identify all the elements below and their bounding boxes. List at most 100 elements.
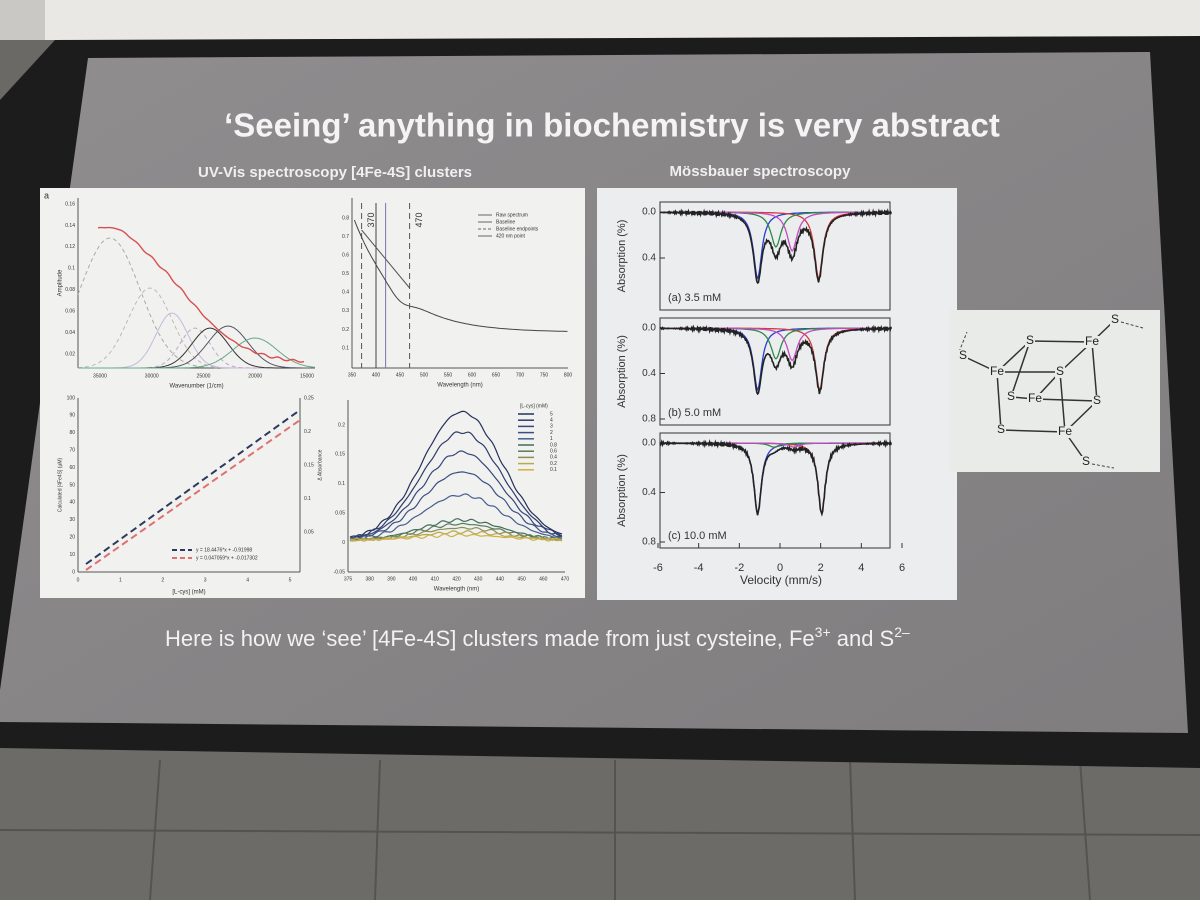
atom-label: Fe [1028,391,1042,405]
y-axis-label: Absorption (%) [616,220,628,293]
caption-sup: 2– [894,624,910,640]
y-tick-label: 0.6 [342,252,349,258]
atom-bg [958,350,968,362]
atom-bg [1006,391,1016,403]
bond [1029,340,1093,343]
y-tick-label: 0.15 [335,452,345,458]
atom-label: S [959,348,967,362]
atom-label: S [1007,389,1015,403]
fit-component [77,237,315,369]
legend-label: 420 nm point [496,233,526,239]
y-tick-label: 0.7 [342,234,349,240]
bond-dashed [1120,321,1144,329]
y-tick-label: 0.02 [65,351,75,357]
y-tick-label: -0.05 [334,569,346,575]
atom-bg [1084,336,1100,348]
y2-tick-label: 0.05 [304,529,314,535]
atom-label: Fe [990,364,1004,378]
y-tick-label: 30 [69,517,75,523]
legend-label: Raw spectrum [496,212,528,218]
atom-label: S [1026,333,1034,347]
atom-label: S [1093,393,1101,407]
y-axis-label: Amplitude [58,269,64,296]
x-tick-label: 5 [289,577,292,583]
x-tick-label: 4 [858,562,864,574]
atom-label: Fe [1058,424,1072,438]
x-tick-label: 700 [516,372,525,378]
x-tick-label: 0 [77,577,80,583]
x-tick-label: 400 [372,372,381,378]
legend-label: 4 [550,418,553,424]
x-tick-label: 470 [561,576,570,582]
bond [996,371,1002,431]
y-tick-label: 50 [69,482,75,488]
x-tick-label: 30000 [145,373,159,379]
panel-label: (c) 10.0 mM [668,530,727,542]
x-axis-label: Velocity (mm/s) [740,573,822,587]
atom-bg [1081,456,1091,468]
plot-frame [659,432,891,549]
y-tick-label: 0.8 [642,414,656,425]
screen-casing [45,0,1200,40]
marker-label: 470 [414,212,424,227]
y-tick-label: 10 [69,552,75,558]
legend-label: 2 [550,430,553,436]
y-tick-label: 80 [69,430,75,436]
y-tick-label: 0 [342,540,345,546]
atom-label: Fe [1085,334,1099,348]
atom-bg [1025,335,1035,347]
x-tick-label: 2 [161,577,164,583]
y-tick-label: 0.3 [342,308,349,314]
panel-label: (a) 3.5 mM [668,292,721,304]
x-tick-label: 750 [540,372,549,378]
bond-dashed [958,331,968,353]
y-tick-label: 0.0 [642,438,656,449]
x-axis-label: Wavenumber (1/cm) [169,384,223,390]
caption-text: Here is how we ‘see’ [4Fe-4S] clusters m… [165,626,815,651]
y2-tick-label: 0.15 [304,462,314,468]
x-tick-label: 450 [517,576,526,582]
legend-label: y = 0.047059*x + -0.017302 [196,555,258,561]
y2-axis-label: Δ Absorbance [317,449,323,480]
y-tick-label: 0.5 [342,271,349,277]
y-tick-label: 0.4 [642,487,656,498]
legend-label: Baseline endpoints [496,226,539,232]
atom-bg [996,424,1006,436]
atom-label: S [1056,364,1064,378]
atom-bg [1092,395,1102,407]
y-tick-label: 0.4 [642,253,656,264]
x-tick-label: 440 [496,576,505,582]
wall-bottom [0,740,1200,900]
y-tick-label: 0.1 [338,481,345,487]
caption: Here is how we ‘see’ [4Fe-4S] clusters m… [165,624,910,651]
spectrum-curve [349,471,563,540]
x-tick-label: 430 [474,576,483,582]
atom-label: S [997,422,1005,436]
y2-tick-label: 0.25 [304,395,314,401]
atom-label: S [1082,454,1090,468]
y-tick-label: 40 [69,500,75,506]
x-axis-label: Wavelength (nm) [437,383,482,389]
x-tick-label: -4 [694,562,704,574]
y-tick-label: 0.0 [642,207,656,218]
x-tick-label: 20000 [248,373,262,379]
x-tick-label: 25000 [197,373,211,379]
bond [1091,341,1098,402]
atom-bg [1027,393,1043,405]
atom-bg [1110,314,1120,326]
plot-frame [659,201,891,311]
y-tick-label: 90 [69,413,75,419]
uvvis-heading: UV-Vis spectroscopy [4Fe-4S] clusters [198,164,472,181]
x-tick-label: 450 [396,372,405,378]
spectrum-curve [97,226,305,363]
y-tick-label: 0.06 [65,308,75,314]
y-tick-label: 0.14 [65,223,75,229]
y-tick-label: 0.4 [342,290,349,296]
y-tick-label: 0 [72,569,75,575]
data-trace [659,439,892,517]
x-tick-label: 460 [539,576,548,582]
y-tick-label: 0.8 [342,215,349,221]
